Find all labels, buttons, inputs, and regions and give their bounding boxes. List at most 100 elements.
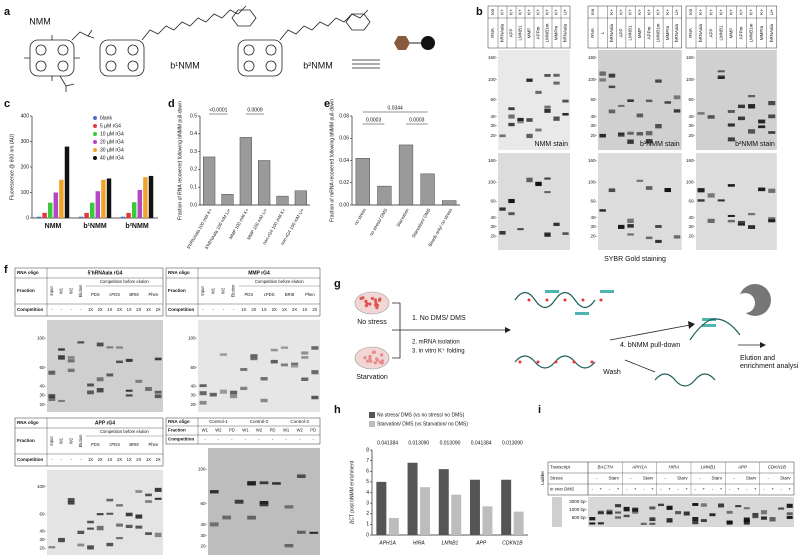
lane-rna: MMP <box>729 28 734 39</box>
lane-rna: hRNAala <box>769 24 774 43</box>
size-marker: 20- <box>688 234 695 239</box>
lane-ion: Li+ <box>769 9 774 16</box>
gel-band <box>655 239 662 243</box>
gel-band <box>700 503 707 507</box>
size-marker: 20- <box>39 402 46 407</box>
bar <box>420 487 431 535</box>
lane-ion: K+ <box>665 9 670 15</box>
fraction-label: Input <box>49 436 54 446</box>
size-marker: 20- <box>200 544 207 549</box>
dms-mark <box>545 298 549 302</box>
gel-band <box>632 507 639 512</box>
competition-label: 2X <box>312 307 317 312</box>
gel-band <box>260 398 268 403</box>
fraction-label: Elution <box>78 284 83 297</box>
y-tick-label: 0.1 <box>190 185 197 191</box>
competition-label: 2X <box>136 457 141 462</box>
agent-label: Phen <box>305 292 315 297</box>
control-label: Control-2 <box>250 419 269 424</box>
cell <box>373 298 377 302</box>
rna-oligo: APP rG4 <box>95 420 115 426</box>
cell <box>369 359 373 363</box>
competition-header: Competition before elution <box>255 279 305 284</box>
row-label: RNA oligo <box>17 270 39 275</box>
competition-header: Competition before elution <box>100 429 150 434</box>
gel-band <box>717 70 725 73</box>
size-marker: 160- <box>686 55 696 60</box>
y-tick-label: 0.08 <box>339 113 349 119</box>
gel-band <box>627 218 634 224</box>
bar <box>469 479 480 535</box>
competition-label: - <box>231 437 233 442</box>
lane-ion: K+ <box>759 9 764 15</box>
gel-band <box>222 515 232 520</box>
lane-ion: K+ <box>536 9 541 15</box>
flow-arrow <box>609 324 691 341</box>
gel-band <box>508 122 515 127</box>
gel-band <box>96 377 104 382</box>
dms-label: - <box>626 487 628 492</box>
lane-ion: K+ <box>509 9 514 15</box>
gel-band <box>48 394 56 399</box>
bar <box>126 212 131 218</box>
cell <box>363 356 367 360</box>
cell <box>375 303 380 307</box>
cell <box>371 350 375 355</box>
competition-label: 2X <box>136 307 141 312</box>
gel-band <box>240 368 248 371</box>
gel-band <box>748 225 756 229</box>
y-tick-label: 3 <box>366 500 369 506</box>
x-tick-label: b¹NMM <box>83 223 106 230</box>
bar <box>101 179 106 218</box>
stress-label: Starv <box>711 476 722 481</box>
cell <box>368 357 372 361</box>
table-frame <box>165 417 321 445</box>
x-tick-label: CDKN1B <box>502 540 523 546</box>
p-value: 0.041384 <box>377 440 398 446</box>
gel-band <box>87 390 94 395</box>
size-marker: 30- <box>590 123 597 128</box>
bar <box>388 518 399 535</box>
y-tick-label: 6 <box>366 469 369 475</box>
dms-label: + <box>703 487 706 492</box>
stress-label: Starv <box>608 476 619 481</box>
legend-swatch <box>93 148 97 152</box>
fraction-label: PD <box>310 428 316 433</box>
gel-band <box>125 358 133 362</box>
size-marker: 30- <box>200 533 207 538</box>
fraction-label: PD <box>270 428 276 433</box>
gel-band <box>301 377 309 381</box>
arrow-head <box>505 327 511 333</box>
competition-label: 1X <box>107 457 112 462</box>
bar <box>106 178 112 218</box>
competition-label: 1X <box>88 457 93 462</box>
lane-ion: K+ <box>646 9 651 15</box>
bar <box>42 212 47 218</box>
size-marker: 40- <box>190 383 197 388</box>
gel-band <box>296 530 306 534</box>
dms-mark <box>527 298 531 302</box>
competition-label: 1X <box>127 307 132 312</box>
competition-label: 2X <box>98 457 103 462</box>
g-quadruplex <box>702 318 716 321</box>
p-value: 0.0003 <box>366 117 382 123</box>
gel-band <box>562 112 569 116</box>
porphyrin-b2nmm <box>237 9 380 77</box>
gel-band <box>615 511 622 514</box>
fraction-label: W1 <box>59 437 64 444</box>
gel-band <box>145 387 152 391</box>
table-frame <box>547 461 795 496</box>
molecule-label: b¹NMM <box>170 60 200 70</box>
legend-swatch <box>93 132 97 136</box>
agent-label: PDS <box>91 442 100 447</box>
gel-band <box>727 214 735 217</box>
gel-band <box>116 360 123 364</box>
gel-band <box>58 399 65 403</box>
competition-label: - <box>80 307 82 312</box>
step-label: 1. No DMS/ DMS <box>412 315 466 322</box>
gel-band <box>758 119 766 124</box>
y-axis-label: ΔCT post bNMM enrichment <box>349 460 355 524</box>
gel-band <box>230 390 238 395</box>
flow-arrow <box>392 302 505 359</box>
gel-band <box>599 78 606 82</box>
